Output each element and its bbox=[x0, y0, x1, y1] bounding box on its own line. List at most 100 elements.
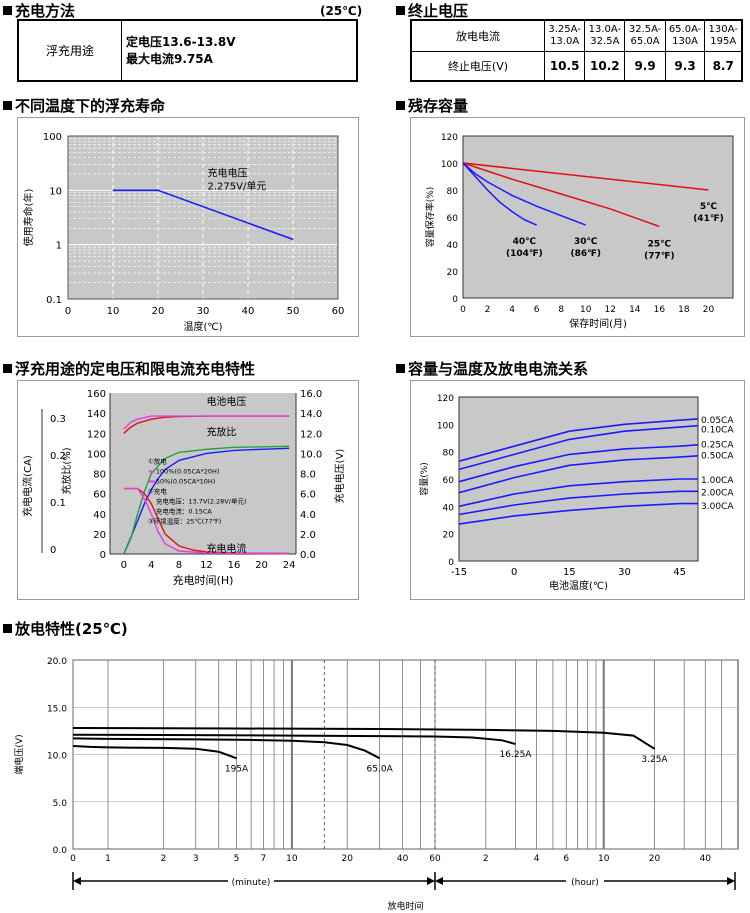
x-tick-label: 18 bbox=[678, 305, 690, 315]
y-axis-label: 使用寿命(年) bbox=[22, 189, 35, 247]
hour-tick-label: 40 bbox=[700, 854, 712, 864]
y-tick-label: 5.0 bbox=[53, 799, 68, 809]
discharge-chart: 0.0 5.0 10.0 15.0 20.0 0 1 2 3 5 7 10 20 40 60 2 4 6 10 20 4… bbox=[13, 657, 739, 912]
end-voltage-table: 放电电流 3.25A-13.0A 13.0A-32.5A 32.5A-65.0A… bbox=[410, 19, 743, 82]
minute-tick-label: 60 bbox=[429, 854, 441, 864]
x-tick-label: 14 bbox=[629, 305, 641, 315]
capacity-line bbox=[458, 455, 699, 494]
x-tick-label: 4 bbox=[509, 305, 515, 315]
y-tick-label: 40 bbox=[447, 241, 459, 251]
minute-tick-label: 1 bbox=[105, 854, 111, 864]
end-voltage-value: 8.7 bbox=[704, 50, 743, 82]
series-label: (41℉) bbox=[693, 214, 724, 224]
end-voltage-value: 10.2 bbox=[584, 50, 626, 82]
y-tick-label: 0.0 bbox=[53, 846, 68, 856]
x-tick-label: 8 bbox=[176, 560, 182, 571]
capacity-line bbox=[458, 490, 698, 516]
residual-line bbox=[462, 162, 537, 226]
x-tick-label: 40 bbox=[242, 306, 255, 317]
y-tick-label: 60 bbox=[447, 214, 459, 224]
end-voltage-current-cell: 32.5A-65.0A bbox=[624, 19, 666, 52]
minute-tick-label: 2 bbox=[160, 854, 166, 864]
series-label: 3.25A bbox=[641, 755, 668, 765]
hour-tick-label: 4 bbox=[534, 854, 540, 864]
y-tick-label: 140 bbox=[87, 409, 106, 420]
residual-chart: 0 20 40 60 80 100 120 0 2 4 6 8 10 12 14 16 18 20 保存时间(月) 容… bbox=[424, 133, 734, 330]
minute-unit-bg bbox=[228, 874, 274, 888]
series-label: (86℉) bbox=[570, 249, 601, 259]
series-label: 5℃ bbox=[700, 202, 717, 212]
legend-text: 充电电流：0.15CA bbox=[156, 506, 213, 515]
y-tick-label: 20.0 bbox=[47, 657, 67, 667]
y-right-tick-label: 4.0 bbox=[300, 510, 316, 521]
ca-tick-label: 0.3 bbox=[50, 414, 66, 425]
end-voltage-current-cell: 13.0A-32.5A bbox=[584, 19, 626, 52]
series-label: 16.25A bbox=[500, 750, 533, 760]
y-tick-label: 0 bbox=[448, 558, 454, 568]
capacity-line bbox=[458, 444, 699, 483]
legend-text: 充电电压：13.7V(2.28V/单元) bbox=[156, 496, 247, 505]
charge-method-heading: 充电方法 bbox=[3, 2, 75, 20]
end-voltage-heading: 终止电压 bbox=[396, 2, 468, 20]
legend-text: 100%(0.05CA*20H) bbox=[156, 467, 220, 475]
float-charge-chart: 0204060801001201401600.02.04.06.08.010.0… bbox=[21, 389, 346, 587]
y-tick-label: 0 bbox=[452, 295, 458, 305]
discharge-line bbox=[72, 727, 656, 750]
legend-text: ①放电 bbox=[148, 456, 167, 465]
y-axis-label: 容量(%) bbox=[418, 462, 430, 496]
y-tick-label: 1 bbox=[56, 241, 62, 252]
x-tick-label: 20 bbox=[152, 306, 165, 317]
y-tick-label: 160 bbox=[87, 389, 106, 400]
ca-axis-label: 充电电流(CA) bbox=[21, 455, 34, 517]
x-tick-label: -15 bbox=[451, 567, 467, 578]
y-right-tick-label: 10.0 bbox=[300, 449, 322, 460]
x-axis-label: 保存时间(月) bbox=[569, 317, 627, 330]
minute-tick-label: 3 bbox=[193, 854, 199, 864]
y-tick-label: 120 bbox=[437, 394, 454, 404]
x-tick-label: 0 bbox=[511, 567, 517, 578]
legend-text: ③环境温度：25℃(77℉) bbox=[148, 516, 221, 525]
end-voltage-current-label: 放电电流 bbox=[410, 19, 545, 52]
y-right-tick-label: 6.0 bbox=[300, 490, 316, 501]
series-label: 195A bbox=[225, 764, 249, 774]
discharge-line bbox=[72, 733, 516, 746]
y-tick-label: 15.0 bbox=[47, 704, 67, 714]
capacity-line bbox=[458, 502, 698, 525]
hour-unit-label: (hour) bbox=[571, 878, 599, 888]
plot-border bbox=[67, 135, 339, 300]
y-tick-label: 80 bbox=[93, 470, 106, 481]
x-tick-label: 4 bbox=[148, 560, 154, 571]
x-tick-label: 15 bbox=[563, 567, 576, 578]
series-label: 0.50CA bbox=[701, 451, 734, 461]
y-tick-label: 60 bbox=[93, 490, 106, 501]
charge-line bbox=[123, 445, 290, 555]
legend-text: 50%(0.05CA*10H) bbox=[156, 477, 215, 485]
float-life-panel: 0.1 1 10 100 0 10 20 30 40 50 60 温度(℃) 使用寿命(年) 充电电压 2.… bbox=[17, 117, 359, 337]
y-axis-label: 容量保存率(%) bbox=[424, 187, 436, 248]
y-tick-label: 120 bbox=[87, 429, 106, 440]
ca-tick-label: 0.1 bbox=[50, 498, 66, 509]
charge-voltage-spec: 定电压13.6-13.8V bbox=[126, 34, 236, 49]
series-label: 3.00CA bbox=[701, 502, 734, 512]
series-label: 25℃ bbox=[648, 240, 672, 250]
capacity-line bbox=[458, 478, 698, 508]
arrow-head bbox=[427, 877, 435, 885]
series-label: (104℉) bbox=[506, 249, 543, 259]
charge-spec-cell: 定电压13.6-13.8V 最大电流9.75A bbox=[121, 19, 358, 82]
charge-line bbox=[123, 487, 290, 555]
arrow-head bbox=[73, 877, 81, 885]
series-label: 0.25CA bbox=[701, 440, 734, 450]
series-label: 0.10CA bbox=[701, 425, 734, 435]
life-line bbox=[113, 189, 294, 241]
charge-method-table: 浮充用途 定电压13.6-13.8V 最大电流9.75A bbox=[17, 19, 358, 82]
x-axis-label: 放电时间 bbox=[387, 900, 423, 912]
y-right-tick-label: 16.0 bbox=[300, 389, 322, 400]
hour-tick-label: 10 bbox=[598, 854, 610, 864]
y-tick-label: 60 bbox=[443, 476, 455, 486]
x-tick-label: 12 bbox=[200, 560, 213, 571]
y-right-tick-label: 0.0 bbox=[300, 550, 316, 561]
y-axis-label: 端电压(V) bbox=[13, 734, 25, 774]
y-tick-label: 0.1 bbox=[46, 295, 62, 306]
end-voltage-label: 终止电压(V) bbox=[410, 50, 545, 82]
